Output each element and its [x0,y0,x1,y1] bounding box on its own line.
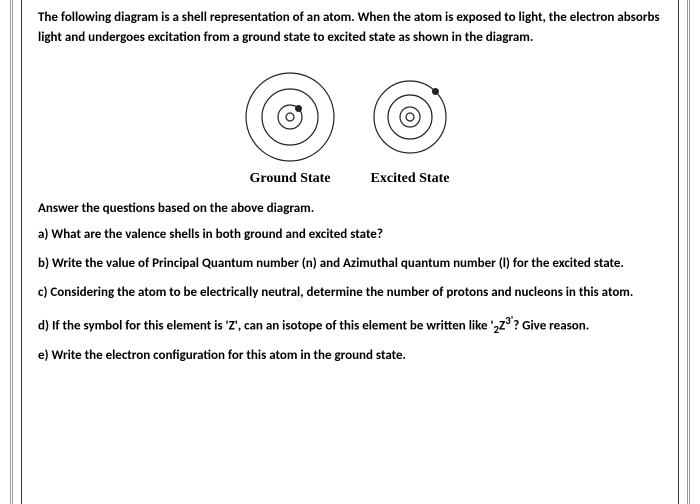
answer-prompt: Answer the questions based on the above … [38,201,662,216]
ground-state-atom-icon [240,67,340,167]
intro-text: The following diagram is a shell represe… [38,8,662,47]
question-d-post: ? Give reason. [513,318,589,333]
ground-state-block: Ground State [240,67,340,187]
question-a: a) What are the valence shells in both g… [38,226,662,245]
excited-state-atom-icon [360,67,460,167]
atom-diagram: Ground State Excited State [38,67,662,187]
page-frame: The following diagram is a shell represe… [10,0,690,504]
excited-state-label: Excited State [360,171,460,187]
document-page: The following diagram is a shell represe… [21,0,679,504]
question-d-pre: d) If the symbol for this element is 'Z'… [38,318,493,333]
question-c: c) Considering the atom to be electrical… [38,284,662,303]
ground-state-label: Ground State [240,171,340,187]
question-d: d) If the symbol for this element is 'Z'… [38,313,662,338]
excited-state-block: Excited State [360,67,460,187]
question-b: b) Write the value of Principal Quantum … [38,255,662,274]
question-e: e) Write the electron configuration for … [38,347,662,366]
